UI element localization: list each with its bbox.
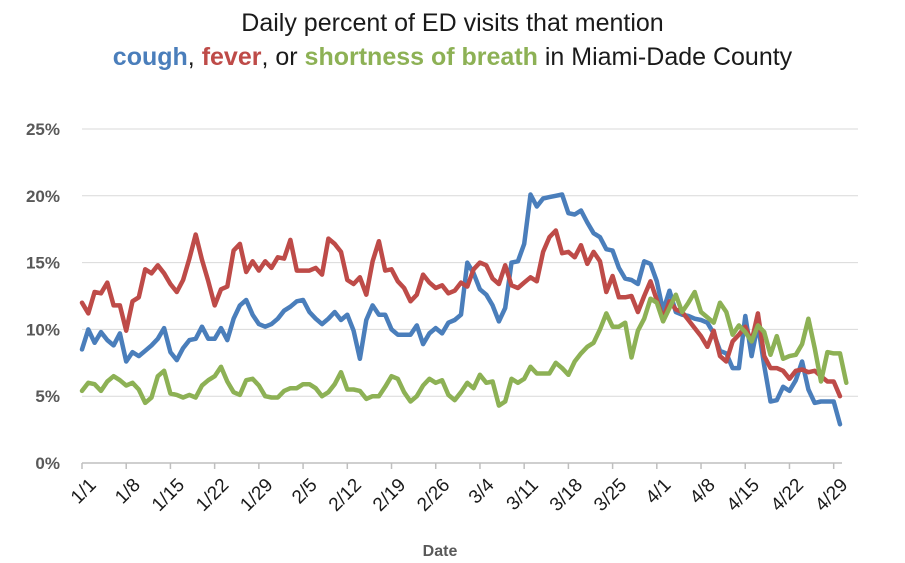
- x-tick-label: 4/22: [767, 475, 808, 516]
- x-tick-label: 1/8: [111, 475, 145, 509]
- y-tick-label: 25%: [26, 120, 60, 139]
- x-tick-label: 1/15: [148, 475, 189, 516]
- x-tick-label: 3/25: [590, 475, 631, 516]
- chart-title-line-2: cough, fever, or shortness of breath in …: [0, 40, 905, 74]
- title-keyword-fever: fever: [201, 43, 262, 71]
- x-tick-label: 3/11: [503, 475, 543, 515]
- series-lines: [79, 192, 849, 427]
- x-tick-label: 2/12: [325, 475, 366, 516]
- y-tick-label: 20%: [26, 187, 60, 206]
- x-tick-label: 4/8: [686, 475, 720, 509]
- x-tick-label: 4/1: [642, 475, 676, 509]
- series-line-fever: [79, 228, 843, 399]
- x-tick-label: 1/22: [192, 475, 233, 516]
- x-axis-title: Date: [423, 543, 458, 560]
- title-text: ,: [187, 43, 202, 71]
- axes: [81, 462, 842, 469]
- title-keyword-shortness-of-breath: shortness of breath: [304, 43, 538, 71]
- y-tick-label: 10%: [26, 320, 60, 339]
- y-tick-label: 15%: [26, 254, 60, 273]
- x-tick-label: 3/18: [546, 475, 587, 516]
- x-tick-label: 3/4: [465, 474, 499, 508]
- x-tick-label: 4/29: [811, 475, 852, 516]
- y-tick-label: 5%: [35, 387, 60, 406]
- title-text: , or: [261, 43, 305, 71]
- chart-title-line-1: Daily percent of ED visits that mention: [241, 9, 664, 37]
- x-tick-label: 4/15: [723, 475, 764, 516]
- x-tick-label: 2/5: [288, 475, 322, 509]
- x-tick-label: 1/1: [67, 475, 101, 509]
- series-line-shortness-of-breath: [79, 289, 849, 408]
- chart-title: Daily percent of ED visits that mention …: [0, 6, 905, 74]
- y-tick-label: 0%: [35, 454, 60, 473]
- gridlines: [82, 128, 858, 397]
- title-text: in Miami-Dade County: [537, 43, 793, 71]
- title-keyword-cough: cough: [112, 43, 188, 71]
- x-tick-label: 2/19: [369, 475, 410, 516]
- x-tick-label: 1/29: [236, 475, 277, 516]
- x-tick-label: 2/26: [413, 475, 454, 516]
